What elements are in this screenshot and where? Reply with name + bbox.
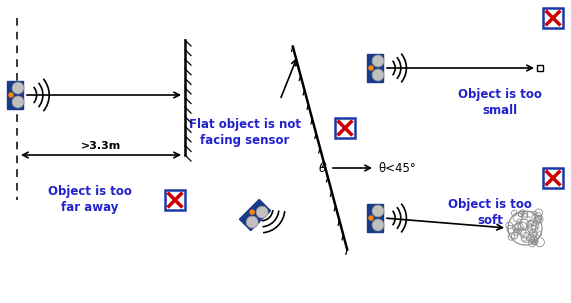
Text: Object is too
small: Object is too small [458,88,542,117]
FancyBboxPatch shape [543,168,563,188]
Polygon shape [239,199,271,231]
Circle shape [250,210,254,214]
FancyBboxPatch shape [335,118,355,138]
Bar [367,54,383,82]
Circle shape [369,66,373,70]
Bar [367,204,383,232]
FancyBboxPatch shape [165,190,185,210]
Bar [7,81,23,109]
Circle shape [12,96,24,108]
Bar [537,65,543,71]
Text: Flat object is not
facing sensor: Flat object is not facing sensor [189,118,301,147]
Circle shape [372,55,384,67]
Circle shape [369,216,373,220]
Circle shape [246,216,258,228]
Text: θ: θ [319,161,327,175]
FancyBboxPatch shape [543,8,563,28]
Text: θ<45°: θ<45° [378,161,416,175]
Text: Object is too
soft: Object is too soft [448,198,532,227]
Circle shape [256,206,268,218]
Text: Object is too
far away: Object is too far away [48,185,132,214]
Circle shape [372,219,384,231]
Text: >3.3m: >3.3m [81,141,121,151]
Circle shape [372,205,384,217]
Circle shape [372,69,384,81]
Circle shape [9,93,13,97]
Circle shape [12,82,24,94]
